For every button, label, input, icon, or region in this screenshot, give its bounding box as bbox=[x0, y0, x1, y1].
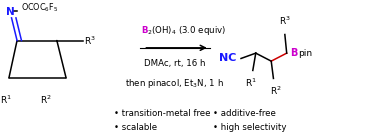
Text: B: B bbox=[142, 26, 148, 35]
Text: R$^2$: R$^2$ bbox=[40, 94, 52, 106]
Text: B: B bbox=[290, 48, 297, 58]
Text: R$^1$: R$^1$ bbox=[0, 94, 12, 106]
Text: then pinacol, Et$_3$N, 1 h: then pinacol, Et$_3$N, 1 h bbox=[125, 77, 224, 90]
Text: R$^3$: R$^3$ bbox=[84, 34, 96, 47]
Text: NC: NC bbox=[219, 53, 236, 63]
Text: R$^2$: R$^2$ bbox=[270, 85, 282, 98]
Text: • additive-free: • additive-free bbox=[214, 109, 276, 118]
Text: R$^1$: R$^1$ bbox=[245, 77, 257, 89]
Text: • scalable: • scalable bbox=[114, 123, 157, 132]
Text: pin: pin bbox=[298, 49, 312, 58]
Text: OCOC$_6$F$_5$: OCOC$_6$F$_5$ bbox=[21, 2, 59, 14]
Text: DMAc, rt, 16 h: DMAc, rt, 16 h bbox=[144, 59, 206, 68]
Text: • transition-metal free: • transition-metal free bbox=[114, 109, 211, 118]
Text: $_2$(OH)$_4$ (3.0 equiv): $_2$(OH)$_4$ (3.0 equiv) bbox=[147, 24, 227, 37]
Text: R$^3$: R$^3$ bbox=[279, 14, 291, 27]
Text: N: N bbox=[6, 7, 14, 17]
Text: • high selectivity: • high selectivity bbox=[214, 123, 287, 132]
